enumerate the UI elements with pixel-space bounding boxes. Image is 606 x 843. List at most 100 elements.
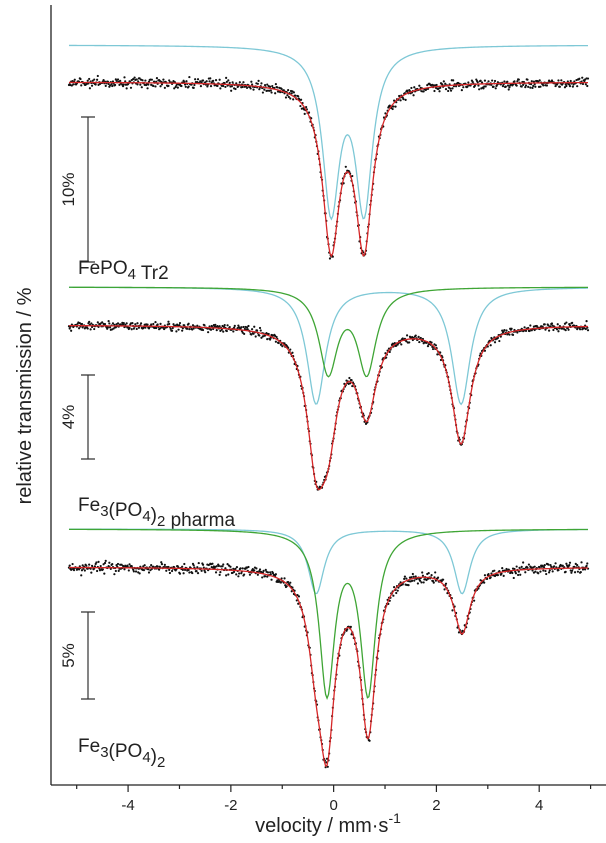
data-point — [400, 343, 403, 346]
data-point — [542, 569, 545, 572]
sample-label: Fe3(PO4)2 pharma — [78, 495, 235, 531]
data-point — [108, 322, 111, 325]
data-point — [204, 571, 207, 574]
data-point — [223, 81, 226, 85]
data-point — [138, 572, 141, 575]
subspectrum-doublet-1 — [68, 286, 589, 406]
data-point — [248, 573, 252, 576]
data-point — [584, 83, 587, 86]
data-point — [170, 569, 174, 573]
data-point — [238, 326, 241, 329]
data-point — [227, 79, 230, 82]
data-point — [117, 569, 120, 572]
data-point — [564, 329, 567, 332]
data-point — [106, 326, 110, 329]
data-point — [80, 569, 84, 572]
x-tick-label: 0 — [329, 797, 337, 814]
data-point — [159, 85, 162, 88]
data-point — [156, 565, 159, 568]
data-point — [183, 83, 187, 86]
data-point — [554, 562, 557, 565]
data-point — [201, 79, 205, 82]
data-point — [289, 97, 292, 100]
fit-curve — [68, 324, 589, 491]
data-point — [538, 79, 541, 82]
data-point — [290, 92, 293, 95]
data-point — [187, 322, 190, 325]
data-point — [523, 326, 526, 329]
data-point — [466, 85, 469, 88]
data-point — [305, 105, 308, 109]
data-point — [264, 568, 267, 571]
data-point — [144, 79, 147, 82]
subspectrum-doublet-2 — [68, 286, 589, 378]
data-point — [538, 566, 541, 569]
data-point — [392, 105, 395, 108]
data-point — [125, 322, 128, 325]
data-point — [134, 323, 137, 326]
data-point — [586, 562, 589, 565]
data-point — [103, 561, 107, 565]
data-point — [147, 568, 150, 571]
data-point — [107, 320, 110, 323]
data-point — [279, 581, 283, 584]
data-point — [584, 327, 587, 331]
data-point — [235, 573, 238, 576]
data-point — [242, 325, 245, 329]
data-point — [225, 574, 228, 577]
data-point — [586, 77, 590, 80]
data-point — [436, 353, 439, 356]
data-point — [167, 565, 170, 569]
data-point — [526, 566, 529, 569]
data-point — [240, 326, 243, 329]
data-point — [242, 81, 245, 84]
data-point — [143, 564, 146, 567]
data-point — [442, 578, 445, 581]
data-point — [435, 83, 438, 87]
data-point — [289, 581, 292, 584]
data-point — [107, 565, 110, 568]
data-point — [111, 563, 114, 566]
data-point — [266, 83, 269, 86]
data-point — [96, 74, 99, 78]
data-point — [127, 569, 130, 572]
data-point — [181, 568, 184, 571]
data-point — [545, 84, 549, 87]
data-point — [241, 85, 244, 89]
data-point — [401, 583, 404, 586]
data-point — [444, 82, 447, 85]
data-point — [531, 86, 534, 90]
data-point — [449, 89, 453, 92]
data-point — [223, 323, 226, 327]
data-point — [567, 328, 570, 331]
data-point — [571, 569, 574, 572]
data-point — [259, 329, 262, 332]
data-point — [489, 576, 492, 579]
data-point — [576, 564, 579, 567]
data-point — [246, 328, 249, 331]
data-point — [502, 574, 505, 577]
data-point — [493, 79, 497, 83]
data-point — [186, 327, 189, 330]
data-point — [155, 80, 158, 83]
data-point — [230, 85, 233, 88]
data-point — [516, 573, 520, 577]
data-point — [441, 83, 444, 86]
data-point — [403, 575, 407, 578]
data-point — [254, 335, 257, 338]
data-point — [410, 576, 413, 579]
data-point — [227, 573, 230, 576]
data-point — [149, 569, 152, 572]
data-point — [395, 591, 398, 595]
data-point — [513, 80, 516, 83]
data-point — [77, 327, 81, 330]
data-point — [547, 563, 550, 566]
data-point — [405, 577, 408, 580]
data-point — [284, 96, 288, 99]
data-point — [444, 582, 448, 585]
data-point — [388, 350, 391, 354]
data-point — [287, 88, 290, 92]
data-point — [547, 79, 551, 82]
data-point — [556, 323, 559, 326]
